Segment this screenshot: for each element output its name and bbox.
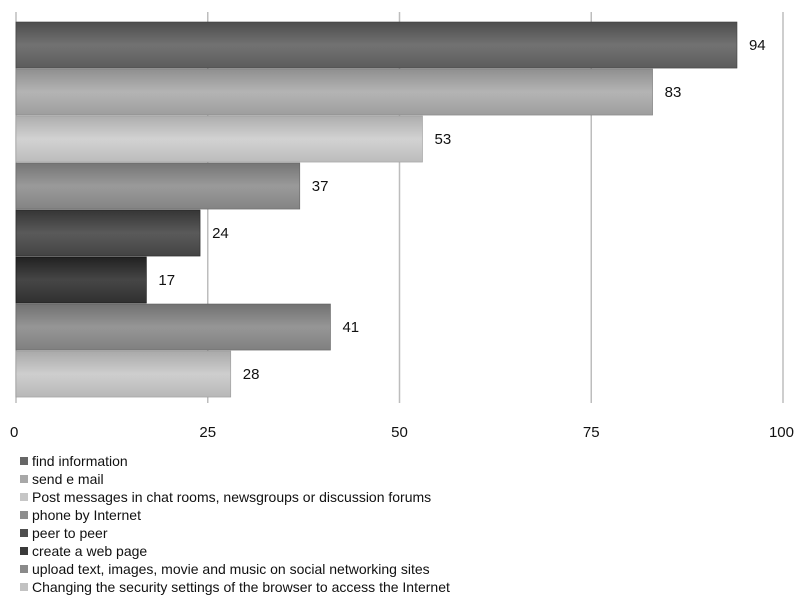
legend-label: send e mail (32, 471, 104, 487)
bar-3 (15, 115, 423, 163)
legend-item: create a web page (20, 542, 450, 560)
bar-7 (15, 303, 331, 351)
legend-label: Changing the security settings of the br… (32, 579, 450, 595)
legend-label: Post messages in chat rooms, newsgroups … (32, 489, 432, 505)
value-labels-group: 94 83 53 37 24 17 41 28 (158, 37, 765, 383)
chart-legend: find information send e mail Post messages… (20, 452, 450, 596)
value-label-7: 41 (342, 319, 359, 336)
value-label-3: 53 (435, 131, 452, 148)
legend-swatch (20, 457, 28, 465)
bar-6 (15, 256, 147, 304)
legend-item: Changing the security settings of the br… (20, 578, 450, 596)
legend-label: upload text, images, movie and music on … (32, 561, 430, 577)
value-label-6: 17 (158, 272, 175, 289)
legend-item: send e mail (20, 470, 450, 488)
bar-2 (15, 68, 653, 116)
value-label-1: 94 (749, 37, 766, 54)
legend-label: create a web page (32, 543, 148, 559)
bar-chart: 94 83 53 37 24 17 41 28 0 25 50 75 100 (10, 12, 794, 441)
legend-item: peer to peer (20, 524, 450, 542)
bar-8 (15, 350, 232, 398)
bar-1 (15, 21, 738, 69)
legend-item: find information (20, 452, 450, 470)
legend-item: phone by Internet (20, 506, 450, 524)
value-label-2: 83 (665, 84, 682, 101)
legend-swatch (20, 529, 28, 537)
x-tick-label-25: 25 (199, 424, 216, 441)
legend-item: upload text, images, movie and music on … (20, 560, 450, 578)
legend-swatch (20, 475, 28, 483)
bar-4 (15, 162, 301, 210)
x-tick-label-100: 100 (769, 424, 794, 441)
x-tick-label-75: 75 (583, 424, 600, 441)
x-tick-label-50: 50 (391, 424, 408, 441)
legend-label: find information (32, 453, 128, 469)
legend-swatch (20, 493, 28, 501)
legend-swatch (20, 547, 28, 555)
legend-item: Post messages in chat rooms, newsgroups … (20, 488, 450, 506)
value-label-4: 37 (312, 178, 329, 195)
bars-group (15, 21, 738, 398)
legend-label: peer to peer (32, 525, 108, 541)
x-axis-ticks: 0 25 50 75 100 (10, 424, 794, 441)
legend-swatch (20, 583, 28, 591)
x-tick-label-0: 0 (10, 424, 18, 441)
value-label-5: 24 (212, 225, 229, 242)
value-label-8: 28 (243, 366, 260, 383)
legend-swatch (20, 565, 28, 573)
legend-swatch (20, 511, 28, 519)
legend-label: phone by Internet (32, 507, 141, 523)
bar-5 (15, 209, 201, 257)
